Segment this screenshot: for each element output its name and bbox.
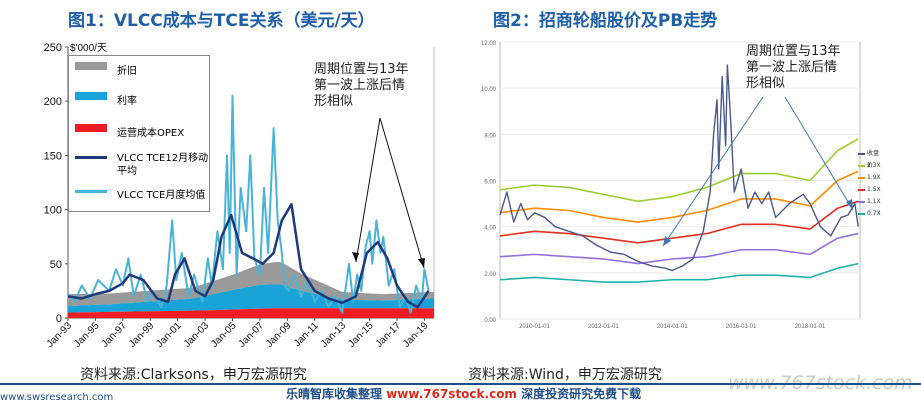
chart1-xtick-label: Jan-07 <box>237 320 267 350</box>
footer-link[interactable]: www.767stock.com <box>386 387 517 401</box>
chart2-xtick-label: 2012-01-01 <box>588 324 619 330</box>
chart1-source: 资料来源:Clarksons，申万宏源研究 <box>80 367 307 383</box>
chart1-ytick-label: 200 <box>44 96 62 108</box>
legend2-label-close: 收盘价 <box>867 150 880 169</box>
legend2-swatch-1-9x <box>858 177 865 179</box>
legend-item-opex: 运营成本OPEX <box>75 124 184 139</box>
chart1-xtick-label: Jan-15 <box>346 320 376 350</box>
legend-label-opex: 运营成本OPEX <box>117 128 185 139</box>
chart2-ytick-label: 0.00 <box>484 318 496 324</box>
legend2-item-1-5x: 1.5X <box>858 184 884 196</box>
chart2-ytick-label: 4.00 <box>484 226 496 232</box>
chart1-xtick-label: Jan-05 <box>209 320 239 350</box>
legend-label-tce-ma12: VLCC TCE12月移动平均 <box>117 153 209 177</box>
legend2-item-1-1x: 1.1X <box>858 196 884 208</box>
chart2-legend: 收盘价 2.3X 1.9X 1.5X 1.1X 0.7X <box>858 148 884 226</box>
legend-item-tce-ma12: VLCC TCE12月移动平均 <box>75 152 208 177</box>
arrow-right-1 <box>662 96 764 247</box>
chart2-line-pb-1-1x <box>499 232 859 265</box>
chart1-xtick-label: Jan-13 <box>319 320 349 350</box>
legend-label-interest: 利率 <box>117 96 137 107</box>
legend-swatch-depreciation <box>75 62 107 70</box>
chart1-xtick-label: Jan-11 <box>292 320 321 349</box>
arrowhead-right-1 <box>663 236 671 246</box>
chart1-title: 图1：VLCC成本与TCE关系（美元/天） <box>68 11 375 31</box>
legend-label-depreciation: 折旧 <box>117 66 137 77</box>
chart2-line-pb-1-5x <box>499 200 859 244</box>
legend-label-tce-monthly: VLCC TCE月度均值 <box>117 190 206 201</box>
legend2-label-1-5x: 1.5X <box>867 186 881 193</box>
legend2-swatch-0-7x <box>858 213 865 215</box>
legend2-swatch-close <box>858 153 865 155</box>
legend-swatch-opex <box>75 124 107 132</box>
legend2-label-1-1x: 1.1X <box>867 198 881 205</box>
chart2-xtick-label: 2018-01-01 <box>795 324 826 330</box>
chart1-line-tce-monthly <box>67 94 430 314</box>
chart2-xtick-label: 2014-01-01 <box>657 324 688 330</box>
chart1-legend: 折旧 利率 运营成本OPEX VLCC TCE12月移动平均 VLCC TCE月… <box>68 55 210 212</box>
chart1-ytick-label: 0 <box>56 313 62 325</box>
chart2-xtick-label: 2016-01-01 <box>726 324 757 330</box>
arrow-right-2 <box>784 96 854 211</box>
chart1-ytick-label: 100 <box>44 205 62 217</box>
chart1-area-depreciation <box>68 261 434 307</box>
chart2-ytick-label: 10.00 <box>481 87 497 93</box>
chart1-ytick-label: 150 <box>44 150 62 162</box>
chart1-xtick-label: Jan-97 <box>100 320 130 350</box>
legend-swatch-interest <box>75 92 107 100</box>
legend-swatch-tce-monthly <box>75 189 107 193</box>
legend-item-depreciation: 折旧 <box>75 62 137 77</box>
legend2-swatch-1-1x <box>858 201 865 203</box>
arrowhead-left-1 <box>352 252 359 262</box>
chart2-xtick-label: 2010-01-01 <box>519 324 550 330</box>
legend-swatch-tce-ma12 <box>75 155 107 159</box>
chart2-line-pb-2-3x <box>499 138 859 203</box>
chart1-xtick-label: Jan-09 <box>264 320 294 350</box>
chart2-line-pb-1-9x <box>499 170 859 223</box>
chart1-xtick-label: Jan-99 <box>127 320 157 350</box>
legend-item-tce-monthly: VLCC TCE月度均值 <box>75 186 205 201</box>
footer-prefix: 乐晴智库收集整理 <box>286 387 383 401</box>
chart1-ytick-label: 250 <box>44 42 62 54</box>
legend2-swatch-1-5x <box>858 189 865 191</box>
chart1-ylabel: $'000/天 <box>70 43 107 54</box>
chart1-xtick-label: Jan-95 <box>72 320 102 350</box>
legend2-item-1-9x: 1.9X <box>858 172 884 184</box>
chart1-annotation: 周期位置与13年 第一波上涨后情 形相似 <box>314 62 409 109</box>
chart2: 0.00 2.00 4.00 6.00 8.00 10.00 12.00 2010-01-01… <box>481 41 861 330</box>
legend2-item-2-3x: 2.3X <box>858 160 884 172</box>
legend-item-interest: 利率 <box>75 92 137 107</box>
chart1-xtick-label: Jan-01 <box>154 320 184 350</box>
chart1-xtick-label: Jan-17 <box>374 320 404 350</box>
chart2-ytick-label: 2.00 <box>484 272 496 278</box>
arrowhead-right-2 <box>846 199 853 210</box>
footer-suffix: 深度投资研究免费下载 <box>521 387 642 401</box>
chart2-ytick-label: 6.00 <box>484 180 496 186</box>
legend2-item-0-7x: 0.7X <box>858 208 884 220</box>
chart2-title: 图2：招商轮船股价及PB走势 <box>493 11 718 31</box>
chart2-line-close <box>499 64 859 272</box>
legend2-label-1-9x: 1.9X <box>867 174 881 181</box>
chart2-source: 资料来源:Wind，申万宏源研究 <box>468 367 662 383</box>
legend2-label-2-3x: 2.3X <box>867 162 881 169</box>
legend2-label-0-7x: 0.7X <box>867 210 881 217</box>
annotation-arrows <box>352 96 854 269</box>
arrow-left-1 <box>355 117 381 263</box>
left-watermark: www.swsresearch.com <box>0 392 114 403</box>
chart2-line-pb-0-7x <box>499 262 859 283</box>
chart1-xtick-label: Jan-19 <box>401 320 431 350</box>
legend2-item-close: 收盘价 <box>858 148 884 169</box>
footer-banner: 乐晴智库收集整理 www.767stock.com 深度投资研究免费下载 <box>286 385 641 402</box>
chart1-ytick-label: 50 <box>50 259 62 271</box>
arrow-left-2 <box>379 117 425 269</box>
chart2-ytick-label: 8.00 <box>484 133 496 139</box>
chart2-annotation: 周期位置与13年 第一波上涨后情 形相似 <box>746 44 841 91</box>
chart2-ytick-label: 12.00 <box>481 41 497 47</box>
chart1-xtick-label: Jan-03 <box>182 320 212 350</box>
arrowhead-left-2 <box>418 258 425 268</box>
footer-rule <box>0 383 921 385</box>
legend2-swatch-2-3x <box>858 165 865 167</box>
chart1-line-tce-ma12 <box>67 202 430 309</box>
